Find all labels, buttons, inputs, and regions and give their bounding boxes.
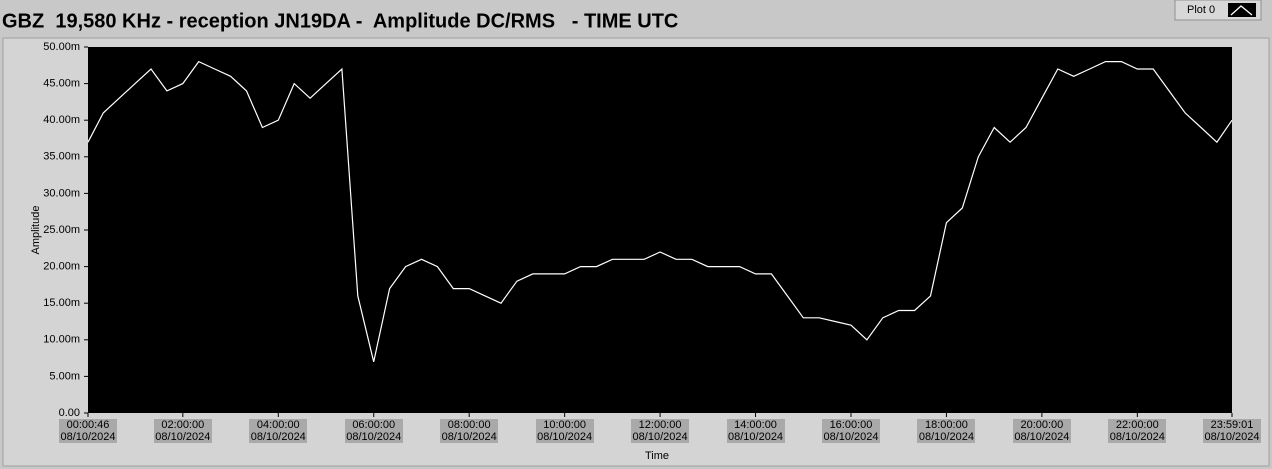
y-tick-label: 20.00m (43, 261, 80, 273)
y-tick-label: 15.00m (43, 297, 80, 309)
x-tick-label: 14:00:00 08/10/2024 (726, 419, 785, 443)
legend-swatch (1228, 3, 1256, 17)
chart-title: GBZ 19,580 KHz - reception JN19DA - Ampl… (2, 10, 678, 32)
x-tick-label: 10:00:00 08/10/2024 (535, 419, 594, 443)
y-tick-label: 30.00m (43, 187, 80, 199)
x-tick-label: 23:59:01 08/10/2024 (1203, 419, 1261, 443)
plot-area (88, 47, 1232, 413)
x-tick-label: 12:00:00 08/10/2024 (631, 419, 690, 443)
x-tick-label: 20:00:00 08/10/2024 (1012, 419, 1071, 443)
y-tick-label: 45.00m (43, 78, 80, 90)
legend-label: Plot 0 (1187, 4, 1215, 16)
y-tick-label: 35.00m (43, 151, 80, 163)
y-tick-label: 0.00 (59, 407, 80, 419)
x-tick-label: 22:00:00 08/10/2024 (1108, 419, 1167, 443)
y-tick-label: 25.00m (43, 224, 80, 236)
x-tick-label: 06:00:00 08/10/2024 (344, 419, 403, 443)
x-tick-label: 00:00:46 08/10/2024 (59, 419, 117, 443)
x-axis-label: Time (645, 450, 669, 462)
y-axis-label: Amplitude (30, 206, 42, 255)
y-tick-label: 5.00m (49, 370, 80, 382)
x-tick-label: 04:00:00 08/10/2024 (249, 419, 308, 443)
x-tick-label: 08:00:00 08/10/2024 (440, 419, 499, 443)
legend-line (1230, 5, 1253, 16)
x-tick-label: 16:00:00 08/10/2024 (821, 419, 880, 443)
x-tick-label: 18:00:00 08/10/2024 (917, 419, 976, 443)
y-tick-label: 50.00m (43, 41, 80, 53)
x-tick-label: 02:00:00 08/10/2024 (153, 419, 212, 443)
y-tick-label: 10.00m (43, 334, 80, 346)
y-tick-label: 40.00m (43, 114, 80, 126)
line (87, 60, 1233, 362)
